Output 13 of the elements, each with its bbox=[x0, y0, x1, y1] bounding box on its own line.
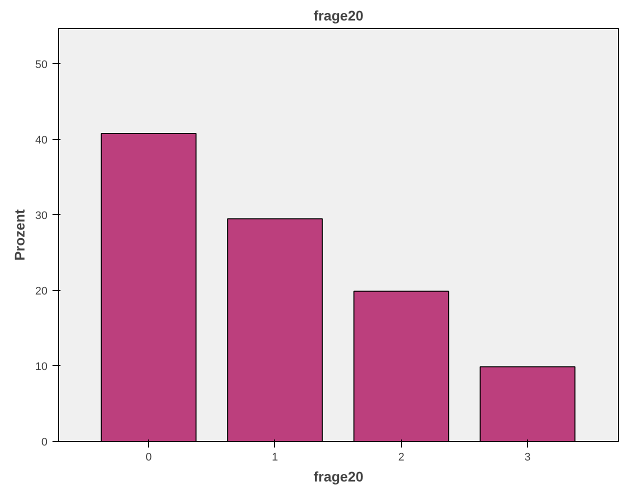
y-tick-label: 50 bbox=[35, 58, 48, 71]
x-tick-label: 1 bbox=[272, 452, 278, 464]
y-tick-label: 30 bbox=[35, 210, 48, 222]
chart-title: frage20 bbox=[314, 8, 364, 24]
y-tick-label: 40 bbox=[35, 134, 48, 146]
y-axis-title: Prozent bbox=[11, 208, 28, 261]
x-tick-label: 2 bbox=[398, 452, 404, 464]
y-tick-label: 0 bbox=[41, 436, 48, 448]
x-tick-label: 0 bbox=[146, 452, 152, 464]
y-tick-label: 20 bbox=[35, 285, 48, 298]
x-tick-label: 3 bbox=[524, 452, 531, 464]
y-tick-label: 10 bbox=[35, 360, 48, 373]
x-axis-title: frage20 bbox=[314, 468, 364, 484]
